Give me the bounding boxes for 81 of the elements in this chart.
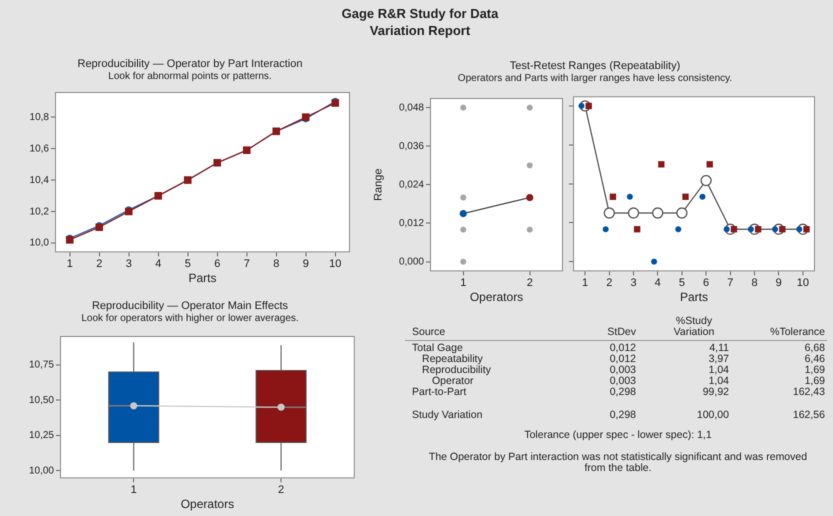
- category-label: Study Variation: [412, 409, 482, 421]
- text: 162,56: [792, 409, 825, 421]
- x-tick-label: 10: [329, 258, 342, 270]
- text: 4,11: [709, 342, 729, 354]
- category-label: Operator: [432, 375, 474, 387]
- x-tick-label: 5: [678, 277, 685, 290]
- text: 0,003: [610, 364, 636, 376]
- x-tick-label: 2: [96, 258, 102, 270]
- text: Source: [412, 326, 446, 338]
- text: 3,97: [708, 353, 729, 365]
- y-tick-label: 0,036: [398, 140, 424, 152]
- x-tick-label: 8: [273, 258, 280, 270]
- y-tick-label: 10,8: [30, 112, 50, 123]
- category-label: Part-to-Part: [412, 386, 466, 398]
- x-tick-label: 5: [184, 258, 191, 270]
- text: 100,00: [696, 409, 729, 421]
- text: 0,012: [610, 342, 636, 354]
- x-tick-label: 1: [130, 484, 137, 496]
- y-tick-label: 10,50: [28, 394, 54, 406]
- x-tick-label: 1: [582, 277, 588, 290]
- x-tick-label: 2: [526, 277, 533, 290]
- y-tick-label: 10,4: [30, 174, 50, 186]
- x-tick-label: 9: [776, 277, 782, 290]
- text: Operators and Parts with larger ranges have less consistency.: [456, 73, 734, 85]
- x-tick-label: 6: [703, 277, 710, 290]
- text: 0,298: [610, 409, 636, 421]
- y-tick-label: 0,024: [398, 179, 424, 190]
- x-tick-label: 7: [727, 277, 734, 290]
- y-tick-label: 10,2: [30, 206, 50, 218]
- text: 99,92: [702, 386, 729, 398]
- y-tick-label: 10,6: [30, 143, 50, 154]
- text: 1,69: [804, 375, 825, 387]
- category-label: %Study Variation: [672, 315, 716, 338]
- x-tick-label: 8: [751, 277, 758, 290]
- x-tick-label: 2: [278, 484, 284, 496]
- category-label: %Tolerance: [770, 326, 825, 338]
- text: Tolerance (upper spec - lower spec): 1,1: [523, 429, 713, 441]
- x-tick-label: 4: [155, 258, 162, 270]
- text: The Operator by Part interaction was not statistically significant and was removed from the table.: [428, 451, 808, 474]
- y-tick-label: 10,00: [28, 465, 54, 476]
- text: 6,68: [804, 342, 825, 354]
- y-tick-label: 0,048: [398, 102, 424, 114]
- x-tick-label: 10: [796, 277, 810, 290]
- text: 1,04: [708, 364, 729, 376]
- x-tick-label: 9: [302, 258, 309, 270]
- y-tick-label: 0,012: [398, 218, 424, 229]
- text: Test-Retest Ranges (Repeatability): [508, 60, 682, 72]
- x-axis-title: Parts: [188, 271, 217, 286]
- x-axis-title: Operators: [180, 497, 234, 512]
- text: 0,298: [610, 386, 636, 398]
- category-label: Total Gage: [412, 342, 463, 354]
- chart-title: Reproducibility — Operator Main Effects: [90, 300, 290, 312]
- text: 0,012: [610, 353, 636, 365]
- chart-title: Reproducibility — Operator by Part Interaction: [76, 58, 304, 70]
- chart-subtitle: Look for abnormal points or patterns.: [107, 71, 273, 83]
- text: 0,003: [610, 375, 636, 387]
- y-tick-label: 10,75: [28, 360, 54, 371]
- x-tick-label: 6: [214, 258, 220, 270]
- x-tick-label: 2: [606, 277, 612, 290]
- x-axis-title: Operators: [470, 290, 524, 304]
- text: 162,43: [792, 386, 825, 398]
- y-axis-title: Range: [372, 168, 385, 201]
- chart-subtitle: Look for operators with higher or lower averages.: [80, 313, 300, 325]
- x-tick-label: 3: [630, 277, 637, 290]
- text: 6,46: [804, 353, 825, 365]
- y-tick-label: 0,000: [398, 256, 424, 268]
- x-tick-label: 1: [66, 258, 73, 270]
- category-label: Reproducibility: [422, 364, 491, 376]
- category-label: StDev: [607, 326, 636, 338]
- text: Variation Report: [368, 23, 472, 38]
- x-axis-title: Parts: [680, 290, 708, 304]
- category-label: Repeatability: [422, 353, 483, 365]
- text: 1,04: [708, 375, 729, 387]
- text: 1,69: [804, 364, 825, 376]
- x-tick-label: 3: [126, 258, 132, 270]
- y-tick-label: 10,0: [30, 238, 50, 249]
- x-tick-label: 7: [244, 258, 250, 270]
- x-tick-label: 1: [460, 277, 466, 290]
- y-tick-label: 10,25: [28, 430, 54, 442]
- x-tick-label: 4: [654, 277, 661, 290]
- text: Gage R&R Study for Data: [340, 6, 500, 21]
